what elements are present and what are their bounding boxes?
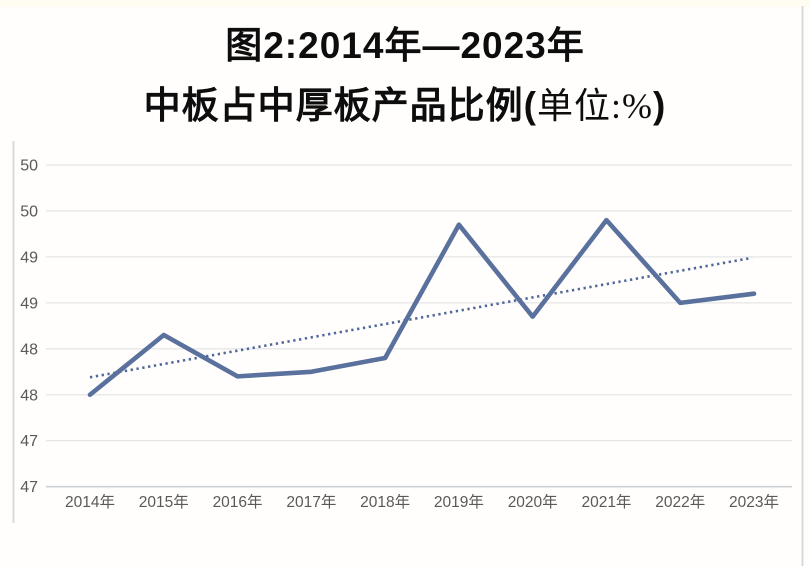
figure-title-unit: 单位:% xyxy=(537,86,653,126)
y-tick-label: 50 xyxy=(20,158,38,175)
y-tick-label: 49 xyxy=(20,249,38,266)
y-tick-label: 50 xyxy=(20,203,38,220)
figure-title-line2: 中板占中厚板产品比例(单位:%) xyxy=(0,76,810,136)
x-tick-label: 2023年 xyxy=(729,493,779,511)
x-tick-label: 2014年 xyxy=(65,493,115,511)
x-tick-label: 2020年 xyxy=(508,493,558,511)
y-tick-label: 49 xyxy=(20,295,38,312)
data-series-line xyxy=(87,217,757,398)
x-tick-label: 2021年 xyxy=(581,493,631,511)
x-tick-label: 2022年 xyxy=(655,493,705,511)
x-tick-label: 2019年 xyxy=(434,493,484,511)
y-tick-label: 48 xyxy=(20,387,38,404)
x-tick-label: 2016年 xyxy=(213,493,263,511)
figure-title-line2-main: 中板占中厚板产品比例( xyxy=(143,85,537,126)
x-tick-label: 2018年 xyxy=(360,493,410,511)
figure-title-line1: 图2:2014年—2023年 xyxy=(225,25,585,66)
figure-title-line2-close: ) xyxy=(653,85,667,126)
trendline-dotted xyxy=(89,256,753,379)
x-tick-label: 2017年 xyxy=(286,493,336,511)
y-tick-label: 47 xyxy=(20,433,38,450)
x-tick-label: 2015年 xyxy=(139,493,189,511)
scan-edge-strip xyxy=(0,0,810,7)
y-tick-label: 48 xyxy=(20,341,38,358)
y-tick-label: 47 xyxy=(20,479,38,496)
figure-title: 图2:2014年—2023年 中板占中厚板产品比例(单位:%) xyxy=(0,16,810,136)
